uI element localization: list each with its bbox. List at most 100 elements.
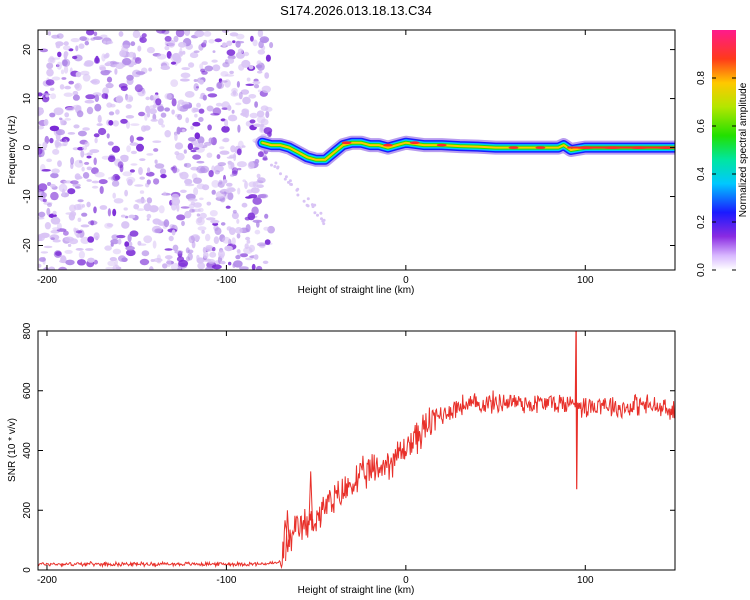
spectrogram-noise-speck [76, 110, 84, 118]
spectrogram-noise-speck [207, 93, 218, 98]
spectrogram-noise-speck [296, 187, 300, 191]
spectrogram-noise-speck [209, 251, 217, 258]
spectrogram-noise-speck [72, 104, 82, 110]
spectrogram-noise-speck [62, 188, 65, 197]
spectrogram-noise-speck [235, 40, 241, 48]
spectrogram-noise-speck [107, 208, 111, 217]
spectrogram-noise-speck [252, 80, 261, 85]
spectrogram-noise-speck [87, 257, 95, 263]
spectrogram-noise-speck [157, 118, 164, 126]
spectrogram-noise-speck [239, 266, 249, 270]
spectrogram-noise-speck [178, 259, 189, 267]
spectrogram-noise-speck [160, 174, 167, 179]
spectrogram-noise-speck [236, 161, 247, 168]
spectrogram-noise-speck [164, 40, 168, 46]
snr-y-tick-label: 200 [22, 501, 33, 518]
spectrogram-noise-speck [256, 265, 263, 270]
spectrogram-noise-speck [38, 257, 46, 262]
spectrogram-noise-speck [245, 236, 251, 241]
spectrogram-noise-speck [86, 179, 92, 182]
spectrogram-noise-speck [249, 112, 259, 119]
spectrogram-noise-speck [188, 235, 195, 244]
spectrogram-noise-speck [63, 230, 69, 236]
spectrogram-noise-speck [170, 79, 179, 87]
colorbar-tick-label: 0.6 [696, 119, 707, 133]
spectrogram-noise-speck [136, 136, 144, 141]
colorbar-label: Normalized spectral amplitude [738, 82, 749, 217]
spectrogram-noise-speck [56, 61, 62, 70]
spectrogram-noise-speck [220, 222, 226, 226]
spectrogram-noise-speck [154, 228, 162, 234]
spectrogram-noise-speck [229, 70, 234, 75]
spectrogram-noise-speck [74, 83, 80, 89]
spectrogram-noise-speck [85, 248, 94, 251]
spectrogram-noise-speck [40, 251, 49, 254]
spectrogram-noise-speck [103, 70, 112, 73]
spectrogram-noise-speck [72, 183, 81, 188]
spectrogram-noise-speck [213, 164, 224, 173]
snr-y-tick-label: 600 [22, 382, 33, 399]
spectrogram-noise-speck [306, 204, 310, 208]
spectrogram-noise-speck [193, 79, 198, 82]
spectrogram-noise-speck [72, 90, 79, 96]
spectrogram-noise-speck [227, 58, 235, 64]
spectrogram-noise-speck [236, 233, 241, 239]
spectrogram-noise-speck [187, 137, 196, 142]
spectrogram-noise-speck [171, 109, 175, 115]
spectrogram-y-tick-label: -20 [22, 238, 33, 253]
spectrogram-noise-speck [269, 42, 274, 49]
spectrogram-noise-speck [58, 183, 68, 193]
spectrogram-noise-speck [236, 249, 241, 254]
spectrogram-noise-speck [147, 167, 151, 173]
spectrogram-noise-speck [86, 166, 93, 171]
spectrogram-noise-speck [166, 258, 172, 267]
spectrogram-noise-speck [113, 198, 124, 204]
spectrogram-noise-speck [112, 208, 117, 217]
spectrogram-noise-speck [45, 79, 55, 86]
spectrogram-noise-speck [120, 118, 128, 124]
spectrogram-noise-speck [47, 203, 52, 207]
snr-y-ticks: 0 200 400 600 800 [22, 322, 675, 573]
spectrogram-noise-speck [162, 263, 168, 269]
spectrogram-noise-speck [153, 178, 160, 185]
spectrogram-noise-speck [146, 46, 155, 54]
spectrogram-noise-speck [173, 35, 179, 43]
spectrogram-noise-speck [141, 250, 150, 257]
spectrogram-noise-speck [231, 212, 239, 220]
spectrogram-noise-speck [222, 236, 231, 244]
spectrogram-noise-speck [192, 121, 201, 127]
spectrogram-noise-speck [61, 77, 67, 80]
spectrogram-noise-speck [40, 192, 47, 198]
snr-panel: -200 -100 0 100 0 200 400 600 800 Height of str… [7, 322, 676, 596]
spectrogram-noise-speck [74, 159, 84, 168]
spectrogram-noise-speck [117, 238, 122, 245]
spectrogram-noise-speck [217, 162, 226, 167]
spectrogram-noise-speck [238, 91, 243, 100]
spectrogram-noise-speck [252, 197, 262, 205]
spectrogram-noise-speck [257, 70, 263, 74]
spectrogram-noise-speck [85, 94, 96, 100]
spectrogram-noise-speck [126, 176, 136, 184]
spectrogram-noise-speck [170, 61, 177, 65]
spectrogram-noise-speck [76, 233, 81, 238]
spectrogram-noise-speck [75, 71, 82, 78]
spectrogram-noise-speck [259, 193, 269, 199]
spectrogram-noise-speck [231, 167, 239, 175]
spectrogram-noise-speck [73, 227, 77, 233]
spectrogram-noise-speck [72, 55, 78, 60]
spectrogram-noise-speck [184, 30, 191, 36]
spectrogram-noise-speck [125, 245, 135, 251]
spectrogram-noise-speck [320, 217, 323, 221]
spectrogram-noise-speck [133, 203, 140, 210]
spectrogram-noise-speck [196, 254, 200, 261]
snr-background [38, 331, 675, 570]
spectrogram-noise-speck [255, 64, 263, 69]
spectrogram-noise-speck [164, 107, 171, 112]
spectrogram-noise-speck [233, 152, 237, 162]
spectrogram-noise-speck [57, 51, 62, 58]
spectrogram-noise-speck [212, 222, 219, 226]
spectrogram-noise-speck [273, 165, 277, 168]
spectrogram-noise-speck [46, 207, 51, 216]
spectrogram-noise-speck [138, 243, 147, 246]
spectrogram-noise-speck [197, 226, 207, 231]
